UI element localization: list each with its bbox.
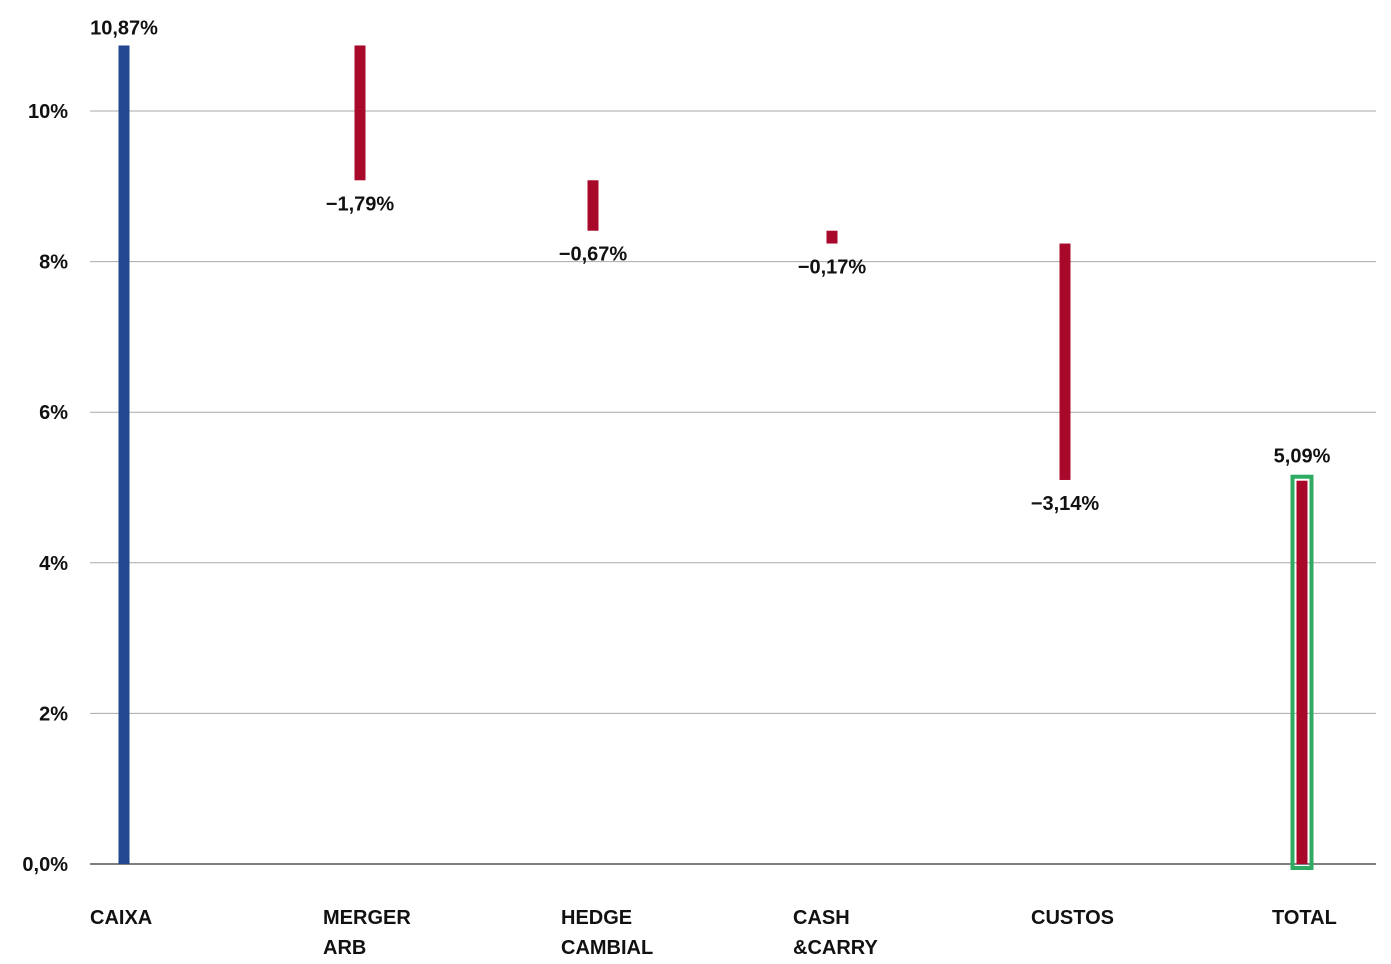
x-tick-label: CUSTOS bbox=[1031, 907, 1114, 929]
y-tick-label: 4% bbox=[39, 553, 68, 575]
y-tick-label: 8% bbox=[39, 252, 68, 274]
y-tick-label: 2% bbox=[39, 703, 68, 725]
data-label: −0,67% bbox=[559, 244, 628, 266]
x-tick-label: MERGER ARB bbox=[323, 907, 411, 959]
data-label: 10,87% bbox=[90, 17, 158, 39]
data-label: −0,17% bbox=[798, 257, 867, 279]
x-tick-label: HEDGE CAMBIAL bbox=[561, 907, 653, 959]
bar bbox=[354, 45, 366, 181]
y-tick-label: 0,0% bbox=[22, 854, 68, 876]
bar bbox=[118, 45, 130, 864]
x-tick-label: CAIXA bbox=[90, 907, 152, 929]
y-axis-ticks: 0,0% 2% 4% 6% 8% 10% bbox=[22, 101, 68, 876]
bar bbox=[1059, 243, 1071, 480]
x-axis-ticks: CAIXA MERGER ARB HEDGE CAMBIAL CASH &CARRY CUST… bbox=[90, 907, 1337, 959]
bar bbox=[1296, 480, 1308, 864]
total-bar-outline bbox=[1290, 474, 1314, 870]
data-label: 5,09% bbox=[1274, 446, 1331, 468]
data-label: −1,79% bbox=[326, 193, 395, 215]
data-labels: 10,87% −1,79% −0,67% −0,17% −3,14% 5,09% bbox=[90, 17, 1330, 514]
y-tick-label: 10% bbox=[28, 101, 68, 123]
bar bbox=[587, 180, 599, 231]
y-tick-label: 6% bbox=[39, 402, 68, 424]
bars bbox=[118, 45, 1314, 870]
gridlines bbox=[90, 110, 1376, 865]
bar bbox=[826, 230, 838, 244]
x-tick-label: CASH &CARRY bbox=[793, 907, 878, 959]
data-label: −3,14% bbox=[1031, 493, 1100, 515]
x-tick-label: TOTAL bbox=[1272, 907, 1337, 929]
